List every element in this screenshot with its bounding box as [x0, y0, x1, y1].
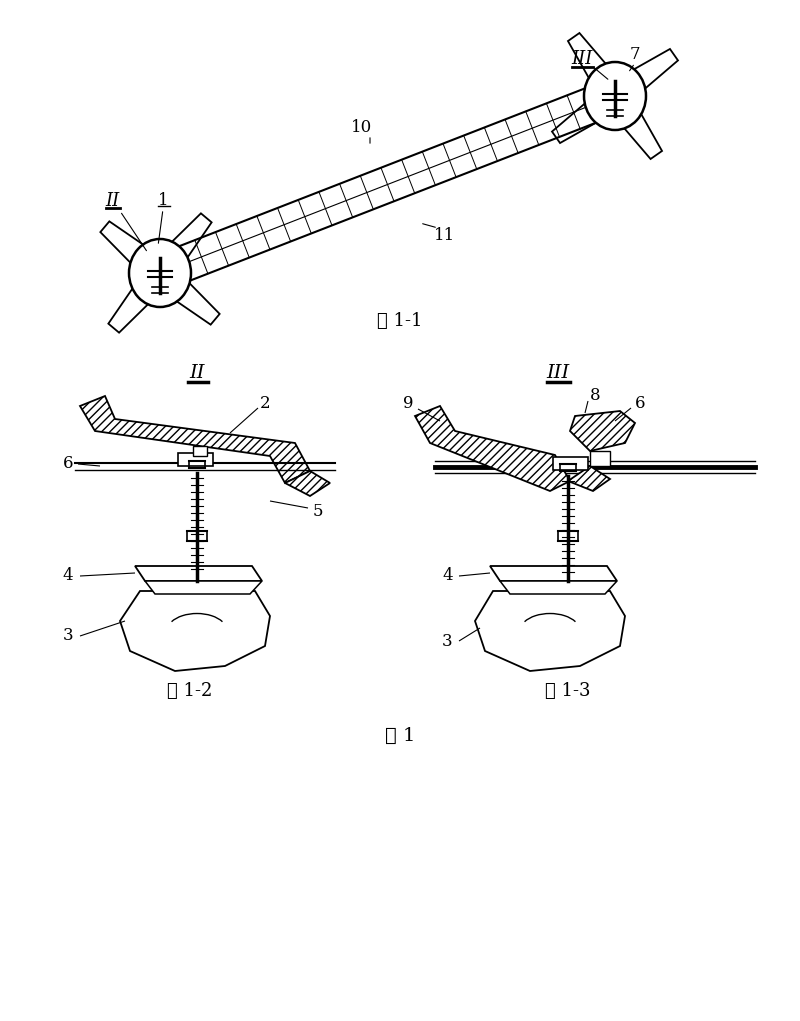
Text: 6: 6 [62, 455, 74, 473]
Text: 图 1-3: 图 1-3 [546, 682, 590, 700]
Text: 图 1-2: 图 1-2 [167, 682, 213, 700]
Polygon shape [108, 273, 163, 333]
Polygon shape [568, 466, 610, 491]
Polygon shape [570, 411, 635, 451]
Text: 图 1-1: 图 1-1 [378, 312, 422, 330]
Polygon shape [500, 581, 617, 594]
Polygon shape [610, 97, 662, 159]
Text: 4: 4 [62, 568, 74, 584]
Text: 6: 6 [634, 394, 646, 411]
Polygon shape [100, 222, 161, 277]
Text: 2: 2 [260, 394, 270, 411]
Text: II: II [105, 192, 119, 210]
Polygon shape [552, 91, 614, 143]
Text: II: II [190, 364, 205, 382]
Text: III: III [546, 364, 570, 382]
Polygon shape [590, 451, 610, 466]
Text: 9: 9 [402, 395, 414, 412]
Polygon shape [415, 406, 570, 491]
Text: 3: 3 [62, 628, 74, 644]
Polygon shape [490, 566, 617, 581]
Polygon shape [135, 566, 262, 581]
Polygon shape [475, 591, 625, 671]
Polygon shape [568, 33, 620, 95]
Text: 5: 5 [313, 502, 323, 520]
Text: 7: 7 [630, 47, 640, 63]
Polygon shape [159, 270, 220, 325]
Polygon shape [193, 446, 207, 456]
Text: 3: 3 [442, 632, 452, 649]
Polygon shape [285, 471, 330, 496]
Text: III: III [571, 50, 593, 68]
Polygon shape [616, 49, 678, 101]
Polygon shape [553, 457, 588, 470]
Polygon shape [80, 396, 310, 483]
Polygon shape [120, 591, 270, 671]
Ellipse shape [584, 62, 646, 130]
Text: 11: 11 [434, 228, 456, 244]
Text: 图 1: 图 1 [385, 727, 415, 745]
Text: 1: 1 [158, 193, 168, 209]
Polygon shape [157, 213, 212, 274]
Text: 10: 10 [351, 119, 373, 137]
Ellipse shape [129, 239, 191, 307]
Polygon shape [178, 453, 213, 466]
Text: 4: 4 [442, 568, 454, 584]
Polygon shape [145, 581, 262, 594]
Text: 8: 8 [590, 388, 600, 404]
